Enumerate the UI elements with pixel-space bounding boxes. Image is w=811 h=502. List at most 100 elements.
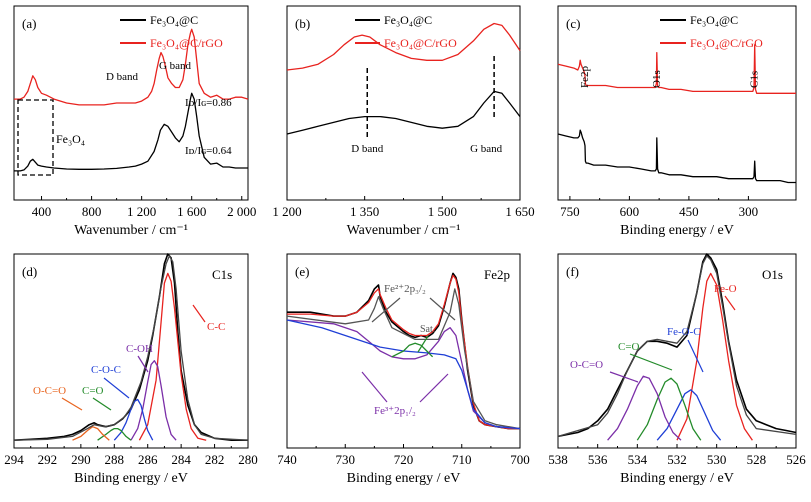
panel-f-letter: (f) [566,264,579,279]
panel-a-fe3o4-label: Fe₃O₄ [56,132,85,146]
panel-e-series-3-line [286,319,521,430]
panel-b-g-band-label: G band [470,143,503,155]
panel-c-xlabel: Binding energy / eV [620,223,734,238]
panel-f-series-3-line [636,377,702,441]
panel-e-pointer-fe3-left [361,371,388,403]
panel-e-series-2-line [286,288,521,430]
panel-b-xtick-label: 1 500 [428,204,457,219]
panel-a-xtick-label: 1 200 [127,204,156,219]
panel-c-frame [557,5,797,201]
panel-f-label-c-eq-o: C=O [618,341,640,353]
panel-b-xtick-label: 1 200 [272,204,301,219]
panel-a-xtick-label: 2 000 [227,204,256,219]
panel-c-series-1-line [557,44,796,94]
panel-e-series-4-line [286,319,521,430]
panel-a-letter: (a) [22,16,36,31]
panel-a-series-1-line [14,28,249,106]
panel-d-xtick-label: 286 [138,452,158,467]
panel-d-series-0-line [13,253,248,441]
panel-a-ratio-c: Iᴅ/Iɢ=0.64 [185,145,232,157]
panel-e-letter: (e) [295,264,309,279]
panel-e-series-5-line [391,342,434,358]
panel-a-fe3o4-box [17,99,54,176]
panel-e-xtick-label: 730 [336,452,356,467]
panel-d-series-5-line [72,426,110,441]
panel-c-series-0-line [557,129,796,184]
panel-e-title: Fe2p [484,267,510,282]
panel-b-xtick-label: 1 650 [505,204,534,219]
panel-f-series-5-line [557,255,797,438]
panel-c-letter: (c) [566,16,580,31]
panel-e-xlabel: Binding energy / eV [347,471,461,486]
panel-e-label-sat: Sat. [420,324,435,335]
panel-a-legend-label-c: Fe₃O₄@C [150,13,198,27]
panel-d-series-1-line [138,272,207,441]
panel-a-xtick-label: 400 [32,204,52,219]
panel-f-series-2-line [656,389,722,441]
panel-a-xlabel: Wavenumber / cm⁻¹ [74,223,188,238]
panel-e-xtick-label: 740 [277,452,297,467]
panel-b-series-0-line [286,90,521,135]
panel-f-xtick-label: 528 [747,452,767,467]
panel-f-title: O1s [762,267,783,282]
panel-e-xtick-label: 720 [394,452,414,467]
panel-d-pointer-c-o-c [103,377,130,399]
panel-a-d-band-label: D band [106,71,139,83]
panel-d-xtick-label: 284 [171,452,191,467]
panel-a-frame [13,5,249,201]
panel-e-label-fe3: Fe³⁺2p₁/₂ [374,405,416,417]
panel-b-series-1-line [286,22,521,71]
panel-c-legend-label-c: Fe₃O₄@C [690,13,738,27]
panel-c-peak-label-1: O1s [651,70,663,88]
panel-d-series-4-line [97,427,132,441]
panel-c-xtick-label: 300 [739,204,759,219]
panel-e-pointer-sat [417,335,429,353]
panel-d-pointer-c-eq-o [92,397,112,411]
panel-c-legend-label-rgo: Fe₃O₄@C/rGO [690,36,763,50]
panel-d-xtick-label: 292 [38,452,58,467]
panel-d-xtick-label: 294 [4,452,24,467]
panel-a-g-band-label: G band [159,60,192,72]
panel-d-pointer-c-c [192,304,206,323]
panel-d-xlabel: Binding energy / eV [74,471,188,486]
panel-e-xtick-label: 710 [452,452,472,467]
panel-b-xtick-label: 1 350 [350,204,379,219]
panel-d-label-c-oh: C-OH [126,343,153,355]
panel-e-pointer-fe2-left [371,297,401,323]
panel-d-series-3-line [113,398,154,441]
panel-f-xtick-label: 538 [548,452,568,467]
panel-a-legend-label-rgo: Fe₃O₄@C/rGO [150,36,223,50]
panel-d-title: C1s [212,267,232,282]
panel-f-label-fe-o-c: Fe-O-C [667,326,701,338]
panel-f-label-o-c-eq-o: O-C=O [570,359,603,371]
panel-a-xtick-label: 1 600 [177,204,206,219]
panel-f-xtick-label: 536 [588,452,608,467]
panel-a-ratio-rgo: Iᴅ/Iɢ=0.86 [185,97,232,109]
panel-f-xtick-label: 532 [667,452,687,467]
panel-e-label-fe2: Fe²⁺2p₃/₂ [384,283,426,295]
panel-b-legend-label-c: Fe₃O₄@C [384,13,432,27]
panel-f-pointer-fe-o-c [687,339,704,373]
panel-d-label-c-o-c: C-O-C [91,364,121,376]
panel-f-pointer-o-c-eq-o [609,371,639,383]
panel-b-legend-label-rgo: Fe₃O₄@C/rGO [384,36,457,50]
panel-f-frame [557,253,797,449]
panel-f-xtick-label: 534 [628,452,648,467]
panel-b-xlabel: Wavenumber / cm⁻¹ [347,223,461,238]
panel-c-peak-label-2: C1s [748,71,760,88]
panel-e-xtick-label: 700 [510,452,530,467]
panel-d-series-2-line [130,360,177,441]
panel-d-label-c-c: C-C [207,321,225,333]
panel-f-xtick-label: 530 [707,452,727,467]
panel-a-series-0-line [14,92,248,172]
panel-f-series-4-line [607,375,682,441]
panel-d-pointer-c-oh [137,355,149,373]
panel-d-xtick-label: 290 [71,452,91,467]
panel-c-peak-label-0: Fe2p [579,66,591,89]
panel-d-series-6-line [13,255,249,441]
panel-b-letter: (b) [295,16,310,31]
panel-e-pointer-fe3-right [419,373,449,403]
panel-e-series-1-line [287,274,520,430]
